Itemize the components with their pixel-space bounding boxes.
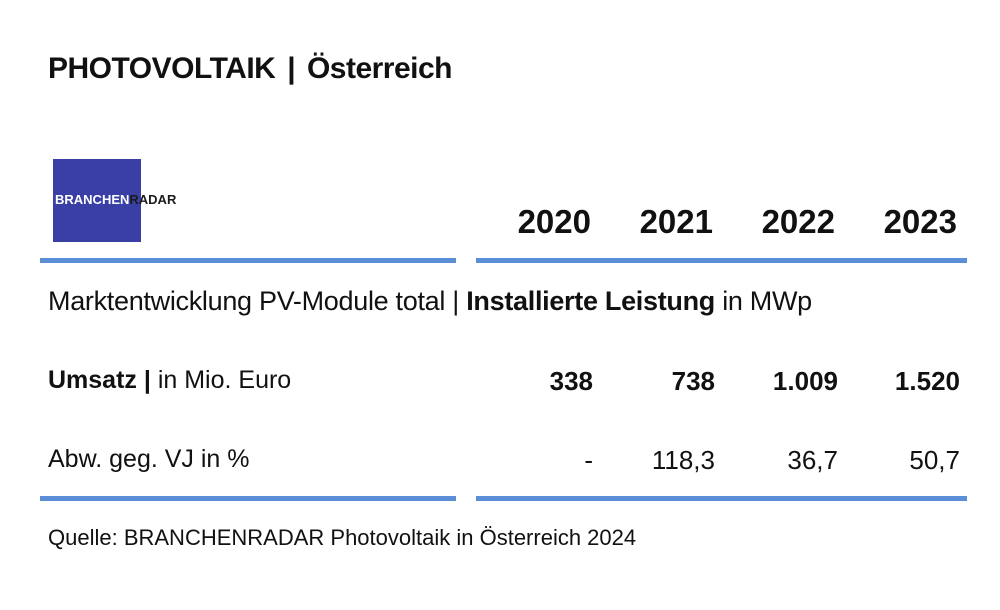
title-country: Österreich — [306, 52, 453, 85]
subtitle-prefix: Marktentwicklung PV-Module total | — [48, 286, 460, 316]
year-header-2023: 2023 — [883, 203, 957, 240]
branchenradar-logo: BRANCHENRADAR — [53, 159, 176, 242]
footer-rule-left — [40, 496, 456, 501]
subtitle-suffix: in MWp — [722, 286, 812, 316]
row-label-abweichung: Abw. geg. VJ in % — [48, 445, 250, 474]
table-subtitle: Marktentwicklung PV-Module total | Insta… — [48, 286, 812, 317]
subtitle-bold: Installierte Leistung — [466, 286, 715, 316]
year-header-2021: 2021 — [639, 203, 713, 240]
year-header-2022: 2022 — [761, 203, 835, 240]
table-cell-umsatz-2023: 1.520 — [894, 366, 960, 396]
table-cell-umsatz-2022: 1.009 — [772, 366, 838, 396]
footer-rule-right — [476, 496, 967, 501]
page-title: PHOTOVOLTAIK | Österreich — [48, 52, 453, 86]
row-label-umsatz-unit: in Mio. Euro — [157, 366, 292, 394]
row-label-umsatz: Umsatz | in Mio. Euro — [48, 366, 291, 395]
table-cell-abw-2023: 50,7 — [909, 445, 960, 475]
table-cell-umsatz-2021: 738 — [671, 366, 715, 396]
source-note: Quelle: BRANCHENRADAR Photovoltaik in Ös… — [48, 525, 637, 550]
logo-text-branchen: BRANCHEN — [55, 192, 130, 207]
table-cell-abw-2020: - — [584, 445, 593, 475]
header-rule-left — [40, 258, 456, 263]
table-cell-abw-2021: 118,3 — [651, 445, 715, 475]
table-cell-abw-2022: 36,7 — [787, 445, 838, 475]
year-header-2020: 2020 — [517, 203, 591, 240]
logo-wordmark: BRANCHENRADAR — [55, 192, 176, 207]
header-rule-right — [476, 258, 967, 263]
row-label-umsatz-bold: Umsatz | — [48, 366, 151, 394]
logo-text-radar: RADAR — [129, 192, 177, 207]
row-label-abweichung-text: Abw. geg. VJ in % — [48, 445, 250, 473]
table-cell-umsatz-2020: 338 — [549, 366, 593, 396]
title-separator: | — [287, 52, 296, 85]
title-main: PHOTOVOLTAIK — [48, 52, 276, 85]
